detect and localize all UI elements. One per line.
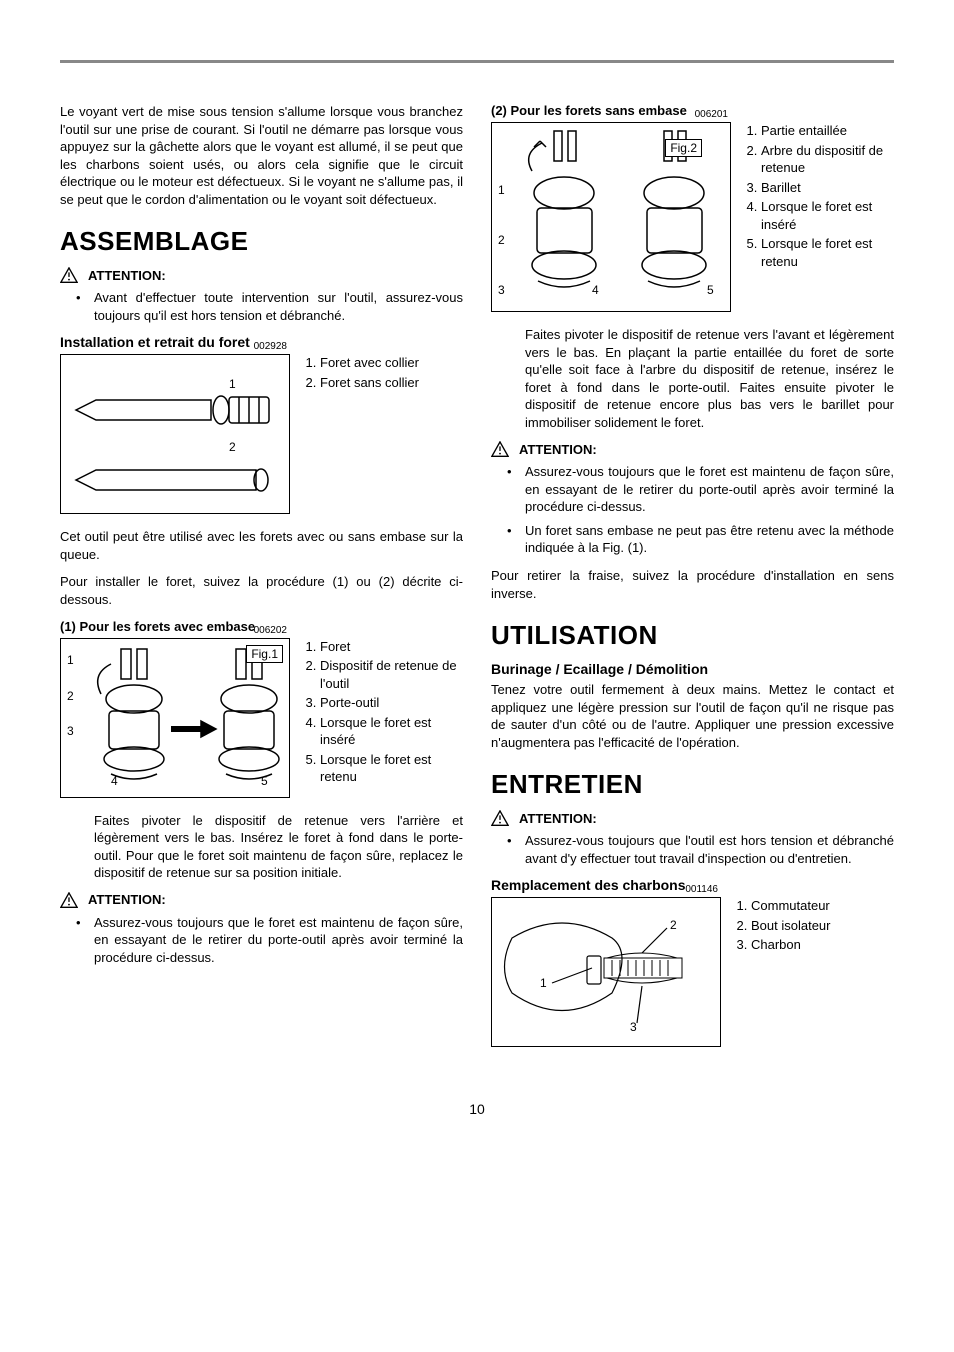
- legend-item: Barillet: [761, 179, 894, 197]
- callout-1: 1: [229, 377, 236, 391]
- heading-case2: (2) Pour les forets sans embase: [491, 103, 894, 118]
- figure-c-legend: Partie entaillée Arbre du dispositif de …: [743, 122, 894, 312]
- figure-b-block: 006202 Fig.1: [60, 638, 463, 798]
- callout-3: 3: [67, 724, 74, 738]
- warning-icon: [491, 441, 509, 457]
- top-rule: [60, 60, 894, 63]
- attention-item: Avant d'effectuer toute intervention sur…: [94, 289, 463, 324]
- two-column-layout: Le voyant vert de mise sous tension s'al…: [60, 103, 894, 1061]
- para-pivot-2: Faites pivoter le dispositif de retenue …: [491, 326, 894, 431]
- callout-2: 2: [67, 689, 74, 703]
- heading-burinage: Burinage / Ecaillage / Démolition: [491, 661, 894, 677]
- attention-row-4: ATTENTION:: [491, 810, 894, 826]
- left-column: Le voyant vert de mise sous tension s'al…: [60, 103, 463, 1061]
- callout-4: 4: [592, 283, 599, 297]
- para-tool-usage: Cet outil peut être utilisé avec les for…: [60, 528, 463, 563]
- figure-a-frame: 002928: [60, 354, 290, 514]
- attention-label: ATTENTION:: [88, 892, 166, 907]
- legend-item: Lorsque le foret est inséré: [761, 198, 894, 233]
- attention-row-3: ATTENTION:: [491, 441, 894, 457]
- attention-row-2: ATTENTION:: [60, 892, 463, 908]
- figure-code: 002928: [254, 341, 287, 352]
- callout-5: 5: [261, 774, 268, 788]
- attention-row-1: ATTENTION:: [60, 267, 463, 283]
- figure-d-block: 001146: [491, 897, 894, 1047]
- attention-list-2: Assurez-vous toujours que le foret est m…: [60, 914, 463, 967]
- heading-entretien: ENTRETIEN: [491, 769, 894, 800]
- figure-c-frame: 006201 Fig.2: [491, 122, 731, 312]
- right-column: (2) Pour les forets sans embase 006201 F…: [491, 103, 894, 1061]
- heading-assemblage: ASSEMBLAGE: [60, 226, 463, 257]
- para-install-proc: Pour installer le foret, suivez la procé…: [60, 573, 463, 608]
- figure-code: 001146: [685, 884, 718, 895]
- figure-a-legend: Foret avec collier Foret sans collier: [302, 354, 419, 514]
- attention-item: Assurez-vous toujours que l'outil est ho…: [525, 832, 894, 867]
- warning-icon: [491, 810, 509, 826]
- callout-1: 1: [540, 976, 547, 990]
- callout-1: 1: [67, 653, 74, 667]
- page-number: 10: [60, 1101, 894, 1117]
- attention-item: Assurez-vous toujours que le foret est m…: [94, 914, 463, 967]
- figure-d-svg: [492, 898, 722, 1048]
- figure-b-frame: 006202 Fig.1: [60, 638, 290, 798]
- para-pivot-1: Faites pivoter le dispositif de retenue …: [60, 812, 463, 882]
- warning-icon: [60, 892, 78, 908]
- figure-code: 006201: [695, 109, 728, 120]
- attention-list-3: Assurez-vous toujours que le foret est m…: [491, 463, 894, 557]
- attention-list-4: Assurez-vous toujours que l'outil est ho…: [491, 832, 894, 867]
- legend-item: Bout isolateur: [751, 917, 831, 935]
- legend-item: Lorsque le foret est retenu: [320, 751, 463, 786]
- para-burinage: Tenez votre outil fermement à deux mains…: [491, 681, 894, 751]
- legend-item: Foret avec collier: [320, 354, 419, 372]
- figure-label: Fig.1: [246, 645, 283, 663]
- para-retirer: Pour retirer la fraise, suivez la procéd…: [491, 567, 894, 602]
- callout-3: 3: [498, 283, 505, 297]
- figure-a-block: 002928: [60, 354, 463, 514]
- callout-1: 1: [498, 183, 505, 197]
- callout-2: 2: [498, 233, 505, 247]
- legend-item: Foret sans collier: [320, 374, 419, 392]
- warning-icon: [60, 267, 78, 283]
- callout-2: 2: [229, 440, 236, 454]
- figure-b-legend: Foret Dispositif de retenue de l'outil P…: [302, 638, 463, 798]
- legend-item: Arbre du dispositif de retenue: [761, 142, 894, 177]
- attention-item: Assurez-vous toujours que le foret est m…: [525, 463, 894, 516]
- figure-d-legend: Commutateur Bout isolateur Charbon: [733, 897, 831, 1047]
- attention-label: ATTENTION:: [519, 811, 597, 826]
- legend-item: Porte-outil: [320, 694, 463, 712]
- attention-item: Un foret sans embase ne peut pas être re…: [525, 522, 894, 557]
- figure-code: 006202: [254, 625, 287, 636]
- callout-5: 5: [707, 283, 714, 297]
- figure-d-frame: 001146: [491, 897, 721, 1047]
- figure-b-svg: [61, 639, 291, 799]
- callout-4: 4: [111, 774, 118, 788]
- legend-item: Commutateur: [751, 897, 831, 915]
- callout-2: 2: [670, 918, 677, 932]
- legend-item: Lorsque le foret est inséré: [320, 714, 463, 749]
- legend-item: Lorsque le foret est retenu: [761, 235, 894, 270]
- figure-label: Fig.2: [665, 139, 702, 157]
- figure-c-block: 006201 Fig.2: [491, 122, 894, 312]
- attention-label: ATTENTION:: [519, 442, 597, 457]
- heading-utilisation: UTILISATION: [491, 620, 894, 651]
- legend-item: Dispositif de retenue de l'outil: [320, 657, 463, 692]
- legend-item: Partie entaillée: [761, 122, 894, 140]
- legend-item: Charbon: [751, 936, 831, 954]
- attention-list-1: Avant d'effectuer toute intervention sur…: [60, 289, 463, 324]
- callout-3: 3: [630, 1020, 637, 1034]
- attention-label: ATTENTION:: [88, 268, 166, 283]
- figure-a-svg: [61, 355, 291, 515]
- legend-item: Foret: [320, 638, 463, 656]
- intro-paragraph: Le voyant vert de mise sous tension s'al…: [60, 103, 463, 208]
